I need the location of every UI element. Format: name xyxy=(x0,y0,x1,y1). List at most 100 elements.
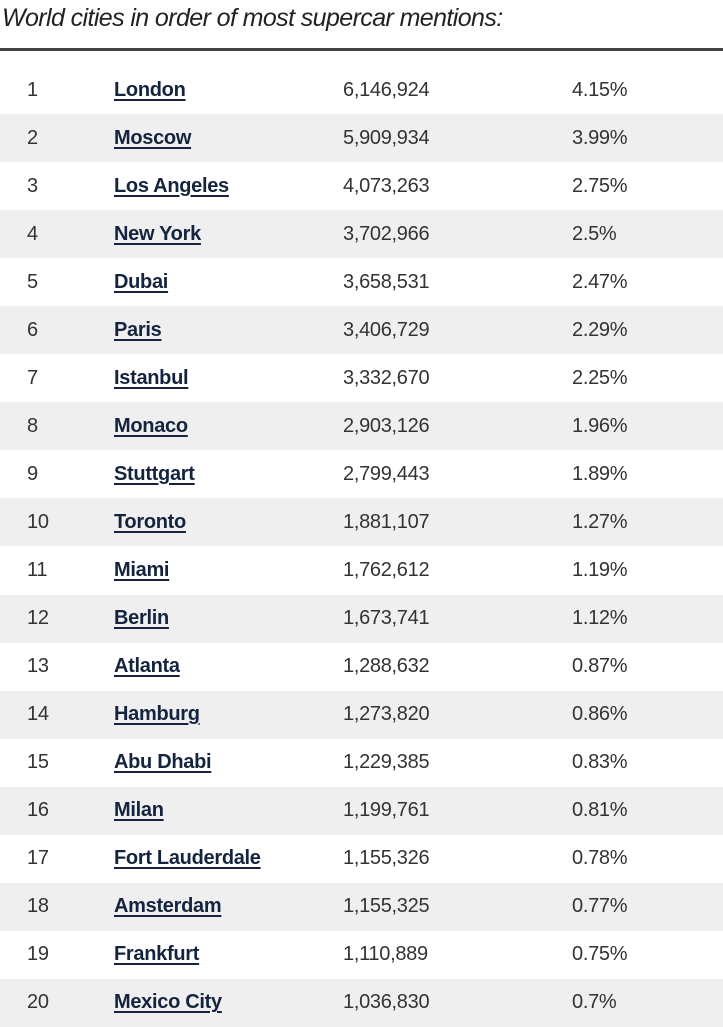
mentions-cell: 1,155,325 xyxy=(343,895,430,918)
mentions-cell: 1,110,889 xyxy=(343,943,428,966)
share-cell: 0.83% xyxy=(572,751,628,774)
rank-cell: 15 xyxy=(27,751,49,774)
mentions-cell: 1,881,107 xyxy=(343,510,430,533)
rank-cell: 11 xyxy=(27,558,48,581)
table-row: 4 New York 3,702,966 2.5% xyxy=(0,210,723,259)
rank-cell: 2 xyxy=(27,126,38,149)
table-row: 9 Stuttgart 2,799,443 1.89% xyxy=(0,450,723,498)
city-link[interactable]: Atlanta xyxy=(114,655,180,678)
mentions-cell: 1,036,830 xyxy=(343,991,430,1014)
mentions-cell: 1,673,741 xyxy=(343,607,430,630)
rank-cell: 9 xyxy=(27,462,38,485)
rank-cell: 8 xyxy=(27,414,38,437)
rank-cell: 14 xyxy=(27,703,49,726)
rank-cell: 18 xyxy=(27,895,49,918)
table-row: 16 Milan 1,199,761 0.81% xyxy=(0,786,723,835)
city-link[interactable]: Frankfurt xyxy=(114,943,200,966)
share-cell: 1.89% xyxy=(572,462,628,485)
share-cell: 2.75% xyxy=(572,174,628,197)
city-link[interactable]: Milan xyxy=(114,799,164,822)
table-row: 18 Amsterdam 1,155,325 0.77% xyxy=(0,882,723,931)
table-row: 10 Toronto 1,881,107 1.27% xyxy=(0,498,723,547)
city-link[interactable]: New York xyxy=(114,222,201,245)
rank-cell: 6 xyxy=(27,318,38,341)
share-cell: 0.78% xyxy=(572,847,628,870)
share-cell: 0.7% xyxy=(572,991,617,1014)
share-cell: 1.19% xyxy=(572,558,628,581)
table-row: 3 Los Angeles 4,073,263 2.75% xyxy=(0,162,723,210)
rank-cell: 5 xyxy=(27,270,38,293)
table-row: 20 Mexico City 1,036,830 0.7% xyxy=(0,978,723,1027)
share-cell: 1.96% xyxy=(572,414,628,437)
city-link[interactable]: Berlin xyxy=(114,607,169,630)
mentions-cell: 1,199,761 xyxy=(343,799,430,822)
table-row: 11 Miami 1,762,612 1.19% xyxy=(0,546,723,594)
share-cell: 0.75% xyxy=(572,943,628,966)
header-divider xyxy=(0,48,723,51)
city-link[interactable]: Amsterdam xyxy=(114,895,222,918)
mentions-cell: 3,332,670 xyxy=(343,366,430,389)
mentions-cell: 3,658,531 xyxy=(343,270,430,293)
rank-cell: 3 xyxy=(27,174,38,197)
mentions-cell: 5,909,934 xyxy=(343,126,430,149)
table-row: 6 Paris 3,406,729 2.29% xyxy=(0,306,723,355)
share-cell: 0.77% xyxy=(572,895,628,918)
share-cell: 2.25% xyxy=(572,366,628,389)
mentions-cell: 2,903,126 xyxy=(343,414,430,437)
share-cell: 0.87% xyxy=(572,655,628,678)
rank-cell: 19 xyxy=(27,943,49,966)
table-row: 14 Hamburg 1,273,820 0.86% xyxy=(0,690,723,739)
mentions-cell: 1,273,820 xyxy=(343,703,430,726)
share-cell: 2.47% xyxy=(572,270,628,293)
table-row: 5 Dubai 3,658,531 2.47% xyxy=(0,258,723,306)
table-row: 13 Atlanta 1,288,632 0.87% xyxy=(0,643,723,691)
table-title: World cities in order of most supercar m… xyxy=(2,4,503,32)
city-link[interactable]: Toronto xyxy=(114,510,186,533)
table-row: 8 Monaco 2,903,126 1.96% xyxy=(0,402,723,451)
mentions-cell: 1,229,385 xyxy=(343,751,430,774)
city-link[interactable]: Fort Lauderdale xyxy=(114,847,261,870)
share-cell: 1.12% xyxy=(572,607,628,630)
mentions-cell: 1,155,326 xyxy=(343,847,430,870)
table-row: 15 Abu Dhabi 1,229,385 0.83% xyxy=(0,739,723,787)
mentions-cell: 1,288,632 xyxy=(343,655,430,678)
city-link[interactable]: Los Angeles xyxy=(114,174,229,197)
rank-cell: 20 xyxy=(27,991,49,1014)
city-link[interactable]: Monaco xyxy=(114,414,188,437)
mentions-cell: 6,146,924 xyxy=(343,78,430,101)
rank-cell: 16 xyxy=(27,799,49,822)
cities-table: 1 London 6,146,924 4.15% 2 Moscow 5,909,934 3.9… xyxy=(0,66,723,1027)
rank-cell: 10 xyxy=(27,510,49,533)
rank-cell: 12 xyxy=(27,607,49,630)
mentions-cell: 1,762,612 xyxy=(343,558,430,581)
share-cell: 2.5% xyxy=(572,222,617,245)
city-link[interactable]: London xyxy=(114,78,186,101)
share-cell: 0.81% xyxy=(572,799,628,822)
city-link[interactable]: Stuttgart xyxy=(114,462,195,485)
rank-cell: 7 xyxy=(27,366,38,389)
rank-cell: 13 xyxy=(27,655,49,678)
rank-cell: 4 xyxy=(27,222,38,245)
table-row: 12 Berlin 1,673,741 1.12% xyxy=(0,594,723,643)
rank-cell: 1 xyxy=(27,78,38,101)
mentions-cell: 3,406,729 xyxy=(343,318,430,341)
city-link[interactable]: Miami xyxy=(114,558,170,581)
share-cell: 4.15% xyxy=(572,78,628,101)
city-link[interactable]: Moscow xyxy=(114,126,192,149)
city-link[interactable]: Istanbul xyxy=(114,366,189,389)
city-link[interactable]: Abu Dhabi xyxy=(114,751,212,774)
table-row: 1 London 6,146,924 4.15% xyxy=(0,66,723,114)
city-link[interactable]: Paris xyxy=(114,318,162,341)
table-row: 7 Istanbul 3,332,670 2.25% xyxy=(0,354,723,402)
share-cell: 0.86% xyxy=(572,703,628,726)
table-row: 2 Moscow 5,909,934 3.99% xyxy=(0,114,723,163)
table-row: 19 Frankfurt 1,110,889 0.75% xyxy=(0,931,723,979)
share-cell: 2.29% xyxy=(572,318,628,341)
table-row: 17 Fort Lauderdale 1,155,326 0.78% xyxy=(0,835,723,883)
city-link[interactable]: Mexico City xyxy=(114,991,222,1014)
mentions-cell: 4,073,263 xyxy=(343,174,430,197)
mentions-cell: 2,799,443 xyxy=(343,462,430,485)
rank-cell: 17 xyxy=(27,847,49,870)
city-link[interactable]: Hamburg xyxy=(114,703,200,726)
city-link[interactable]: Dubai xyxy=(114,270,169,293)
